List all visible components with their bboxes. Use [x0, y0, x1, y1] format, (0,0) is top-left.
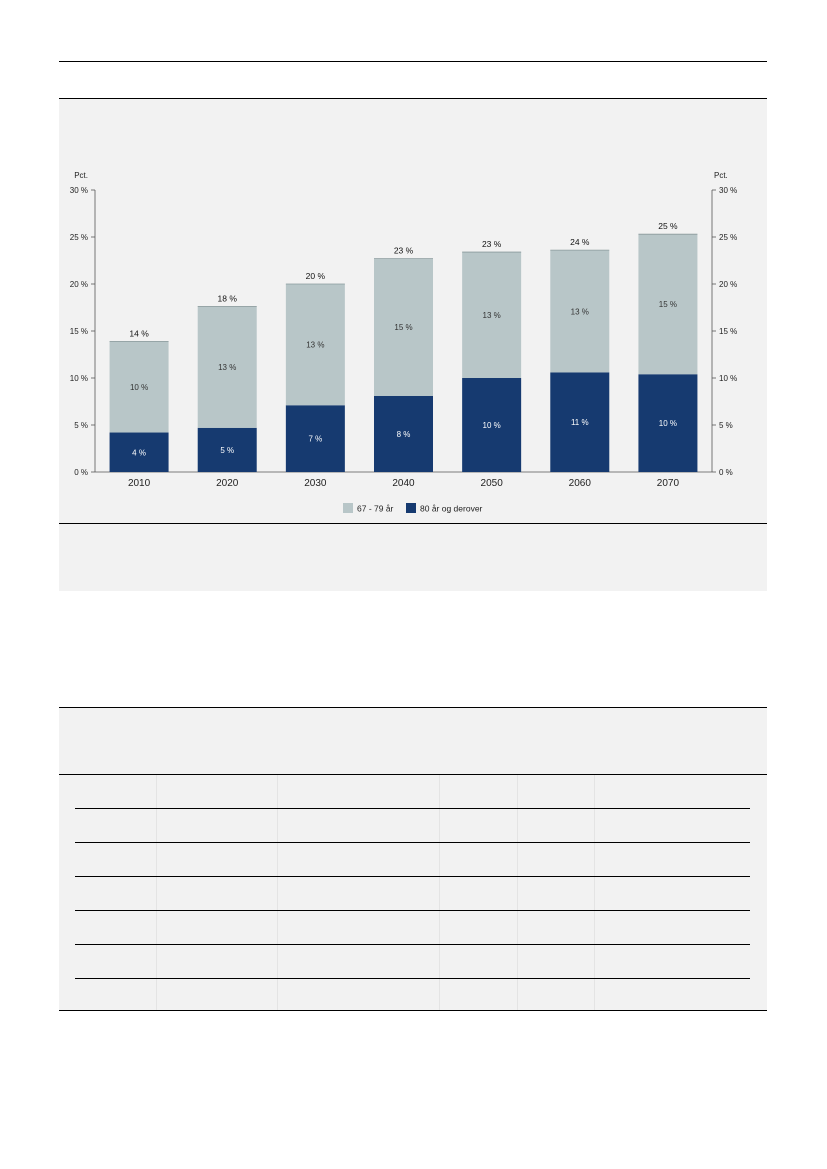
data-label-80-plus: 10 %: [483, 421, 501, 430]
data-label-80-plus: 5 %: [220, 446, 234, 455]
top-rule: [59, 61, 767, 62]
table-column-divider: [439, 774, 440, 1010]
legend-swatch-80-plus: [406, 503, 416, 513]
y-unit-right: Pct.: [714, 171, 728, 180]
x-tick-label: 2040: [392, 478, 415, 489]
data-label-80-plus: 11 %: [571, 418, 589, 427]
data-label-67-79: 10 %: [130, 383, 148, 392]
table-column-divider: [594, 774, 595, 1010]
table-row-divider: [75, 978, 750, 979]
table-bottom-rule: [59, 1010, 767, 1011]
total-label: 25 %: [658, 221, 678, 231]
x-tick-label: 2020: [216, 478, 239, 489]
y-tick-label-right: 30 %: [719, 186, 737, 195]
data-label-67-79: 15 %: [394, 323, 412, 332]
table-column-divider: [156, 774, 157, 1010]
table-top-rule: [59, 707, 767, 708]
x-tick-label: 2070: [657, 478, 680, 489]
data-label-67-79: 13 %: [218, 363, 236, 372]
legend-label-80-plus: 80 år og derover: [420, 504, 483, 514]
bar-segment-80-plus: [462, 378, 522, 472]
data-label-67-79: 13 %: [483, 311, 501, 320]
table-row-divider: [75, 944, 750, 945]
y-tick-label-left: 15 %: [70, 327, 88, 336]
table-panel: [59, 708, 767, 1011]
y-tick-label-right: 5 %: [719, 421, 733, 430]
bar-segment-67-79: [374, 258, 433, 396]
data-label-80-plus: 7 %: [308, 435, 322, 444]
y-tick-label-left: 30 %: [70, 186, 88, 195]
table-row-divider: [75, 842, 750, 843]
bar-segment-67-79: [638, 234, 698, 375]
total-label: 14 %: [129, 328, 149, 338]
bar-segment-80-plus: [197, 427, 257, 472]
bar-segment-80-plus: [550, 372, 610, 472]
table-column-divider: [277, 774, 278, 1010]
data-label-67-79: 13 %: [571, 307, 589, 316]
y-tick-label-left: 20 %: [70, 280, 88, 289]
x-tick-label: 2060: [569, 478, 592, 489]
total-label: 23 %: [394, 246, 414, 256]
y-unit-left: Pct.: [74, 171, 88, 180]
data-label-67-79: 13 %: [306, 341, 324, 350]
table-column-divider: [517, 774, 518, 1010]
y-tick-label-right: 10 %: [719, 374, 737, 383]
x-tick-label: 2030: [304, 478, 327, 489]
y-tick-label-left: 25 %: [70, 233, 88, 242]
y-tick-label-right: 15 %: [719, 327, 737, 336]
stacked-bar-chart: 0 % 0 % 5 % 5 % 10 % 10 % 15 % 15 % 20 % 20 % 25 %…: [70, 171, 737, 514]
bar-segment-67-79: [285, 284, 345, 406]
bar-segment-80-plus: [374, 395, 433, 472]
total-label: 18 %: [218, 294, 238, 304]
y-tick-label-right: 0 %: [719, 468, 733, 477]
y-tick-label-left: 10 %: [70, 374, 88, 383]
bar-segment-80-plus: [109, 432, 169, 472]
table-row-divider: [75, 876, 750, 877]
bar-segment-67-79: [109, 341, 169, 433]
legend-label-67-79: 67 - 79 år: [357, 504, 394, 514]
data-label-80-plus: 4 %: [132, 448, 146, 457]
y-tick-label-left: 5 %: [74, 421, 88, 430]
legend-swatch-67-79: [343, 503, 353, 513]
x-tick-label: 2050: [481, 478, 504, 489]
bar-segment-67-79: [197, 306, 257, 428]
total-label: 20 %: [306, 271, 326, 281]
data-label-80-plus: 8 %: [397, 430, 411, 439]
table-row-divider: [75, 910, 750, 911]
table-row-divider: [75, 808, 750, 809]
chart-top-rule: [59, 98, 767, 99]
chart-bottom-rule: [59, 523, 767, 524]
bar-segment-80-plus: [285, 405, 345, 472]
bar-segment-67-79: [462, 252, 522, 378]
chart-panel: 0 % 0 % 5 % 5 % 10 % 10 % 15 % 15 % 20 % 20 % 25 %…: [59, 99, 767, 591]
y-tick-label-right: 25 %: [719, 233, 737, 242]
total-label: 24 %: [570, 237, 590, 247]
data-label-80-plus: 10 %: [659, 419, 677, 428]
x-tick-label: 2010: [128, 478, 151, 489]
total-label: 23 %: [482, 239, 502, 249]
bar-segment-80-plus: [638, 374, 698, 472]
bar-segment-67-79: [550, 250, 610, 373]
y-tick-label-left: 0 %: [74, 468, 88, 477]
data-label-67-79: 15 %: [659, 300, 677, 309]
y-tick-label-right: 20 %: [719, 280, 737, 289]
table-header-rule: [59, 774, 767, 775]
